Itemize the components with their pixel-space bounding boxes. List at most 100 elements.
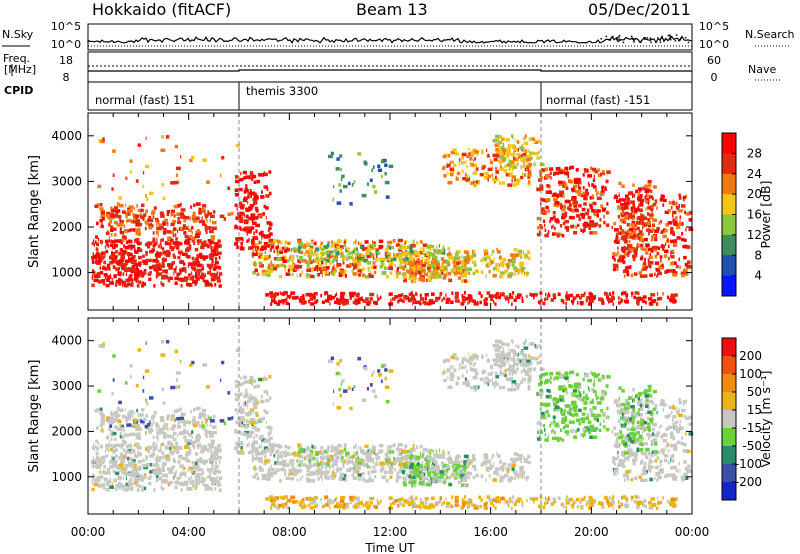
velocity-cell xyxy=(536,421,542,425)
velocity-cell xyxy=(470,357,475,361)
velocity-cell xyxy=(290,462,295,467)
power-cell xyxy=(183,231,187,235)
power-cell xyxy=(190,271,193,275)
velocity-cell xyxy=(172,424,177,428)
power-cell xyxy=(100,271,104,275)
velocity-cell xyxy=(511,368,514,372)
velocity-cell xyxy=(100,460,105,464)
power-cell xyxy=(160,281,163,285)
power-cell xyxy=(94,204,99,209)
power-cell xyxy=(338,272,342,276)
power-cell xyxy=(463,258,466,262)
power-cell xyxy=(136,266,138,270)
power-cell xyxy=(523,162,525,166)
velocity-cell xyxy=(373,445,376,450)
power-cell xyxy=(142,254,145,258)
power-cell xyxy=(457,276,461,280)
velocity-cell xyxy=(153,463,158,467)
power-cell xyxy=(285,272,290,276)
power-cell xyxy=(127,209,133,213)
velocity-cell xyxy=(240,376,242,380)
velocity-cell xyxy=(231,416,234,420)
velocity-cell xyxy=(442,449,445,454)
power-cell xyxy=(187,246,190,250)
power-cell xyxy=(415,259,421,264)
power-cell xyxy=(196,229,200,233)
velocity-cell xyxy=(575,418,581,422)
power-cell xyxy=(314,250,316,254)
velocity-cell xyxy=(360,449,363,454)
power-cell xyxy=(375,249,377,253)
velocity-cell xyxy=(409,449,414,453)
noise-point xyxy=(659,41,662,43)
velocity-cell xyxy=(204,428,208,433)
velocity-cell xyxy=(583,406,587,411)
velocity-cell xyxy=(336,467,342,471)
power-cell xyxy=(173,214,175,219)
velocity-cell xyxy=(487,379,491,383)
velocity-cell xyxy=(164,432,167,436)
velocity-cell xyxy=(111,455,113,459)
power-cell xyxy=(172,261,175,265)
power-cell xyxy=(104,254,106,258)
power-cell xyxy=(526,157,531,162)
velocity-cell xyxy=(107,448,110,452)
power-cell xyxy=(513,160,515,164)
power-cell xyxy=(582,191,587,196)
power-cell xyxy=(147,245,151,249)
velocity-cell xyxy=(387,460,392,465)
velocity-cell xyxy=(512,370,517,374)
velocity-cell xyxy=(558,387,563,391)
power-cell xyxy=(523,251,525,255)
velocity-cell xyxy=(595,374,598,379)
velocity-cell xyxy=(148,481,152,486)
power-cell xyxy=(152,224,154,228)
power-cell xyxy=(538,178,542,182)
velocity-cell xyxy=(333,474,336,479)
noise-point xyxy=(605,35,608,38)
velocity-cell xyxy=(345,453,347,457)
velocity-cell xyxy=(520,370,523,374)
velocity-cell xyxy=(169,450,174,454)
power-cell xyxy=(139,270,143,274)
velocity-cell xyxy=(510,348,515,353)
velocity-cell xyxy=(287,472,290,477)
power-cell xyxy=(581,207,586,212)
velocity-cell xyxy=(234,379,239,384)
velocity-cell xyxy=(212,471,217,475)
power-cell xyxy=(499,154,504,159)
velocity-cell xyxy=(521,358,525,362)
power-cell xyxy=(513,147,518,152)
power-cell xyxy=(159,242,162,246)
power-cell xyxy=(210,263,214,268)
velocity-cell xyxy=(281,450,285,455)
velocity-cell xyxy=(487,382,489,387)
power-cell xyxy=(248,246,252,250)
velocity-cell xyxy=(365,455,371,460)
velocity-cell xyxy=(582,390,585,395)
velocity-cell xyxy=(91,464,94,469)
velocity-cell xyxy=(317,462,321,467)
velocity-cell xyxy=(131,473,137,478)
power-cell xyxy=(126,261,128,265)
velocity-cell xyxy=(265,398,270,403)
power-cell xyxy=(573,200,578,205)
velocity-cell xyxy=(553,376,556,380)
power-cell xyxy=(194,282,197,286)
velocity-cell xyxy=(567,376,570,380)
power-cell xyxy=(474,167,477,172)
power-cell xyxy=(651,210,654,215)
velocity-cell xyxy=(520,363,524,367)
power-cell xyxy=(234,242,238,246)
velocity-cell xyxy=(218,488,222,492)
velocity-cell xyxy=(415,464,421,468)
power-cell xyxy=(335,251,340,256)
velocity-cell xyxy=(672,415,677,419)
power-cell xyxy=(646,212,650,216)
power-cell xyxy=(191,256,195,261)
velocity-cell xyxy=(409,454,414,458)
power-cell xyxy=(177,242,183,246)
velocity-cell xyxy=(254,440,259,445)
velocity-cell xyxy=(511,339,514,343)
power-cell xyxy=(427,278,430,282)
